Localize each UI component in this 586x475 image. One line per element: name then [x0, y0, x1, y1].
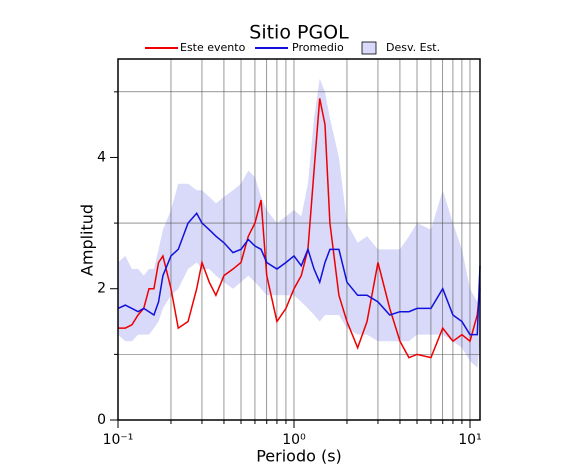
legend-label: Promedio: [292, 41, 344, 54]
y-tick-label: 4: [97, 149, 106, 165]
x-axis-label: Periodo (s): [256, 447, 342, 466]
legend-label: Este evento: [180, 41, 246, 54]
x-tick-label: 10⁻¹: [103, 432, 134, 448]
legend-label: Desv. Est.: [386, 41, 440, 54]
x-tick-label: 10¹: [458, 432, 481, 448]
chart-title: Sitio PGOL: [249, 22, 349, 44]
series-line: [118, 98, 481, 359]
y-axis-label: Amplitud: [78, 204, 97, 276]
legend-swatch: [361, 41, 377, 55]
y-tick-label: 0: [97, 412, 106, 428]
y-tick-label: 2: [97, 281, 106, 297]
x-tick-label: 10⁰: [282, 432, 306, 448]
series-line: [117, 211, 481, 336]
plot-frame: [117, 58, 481, 421]
